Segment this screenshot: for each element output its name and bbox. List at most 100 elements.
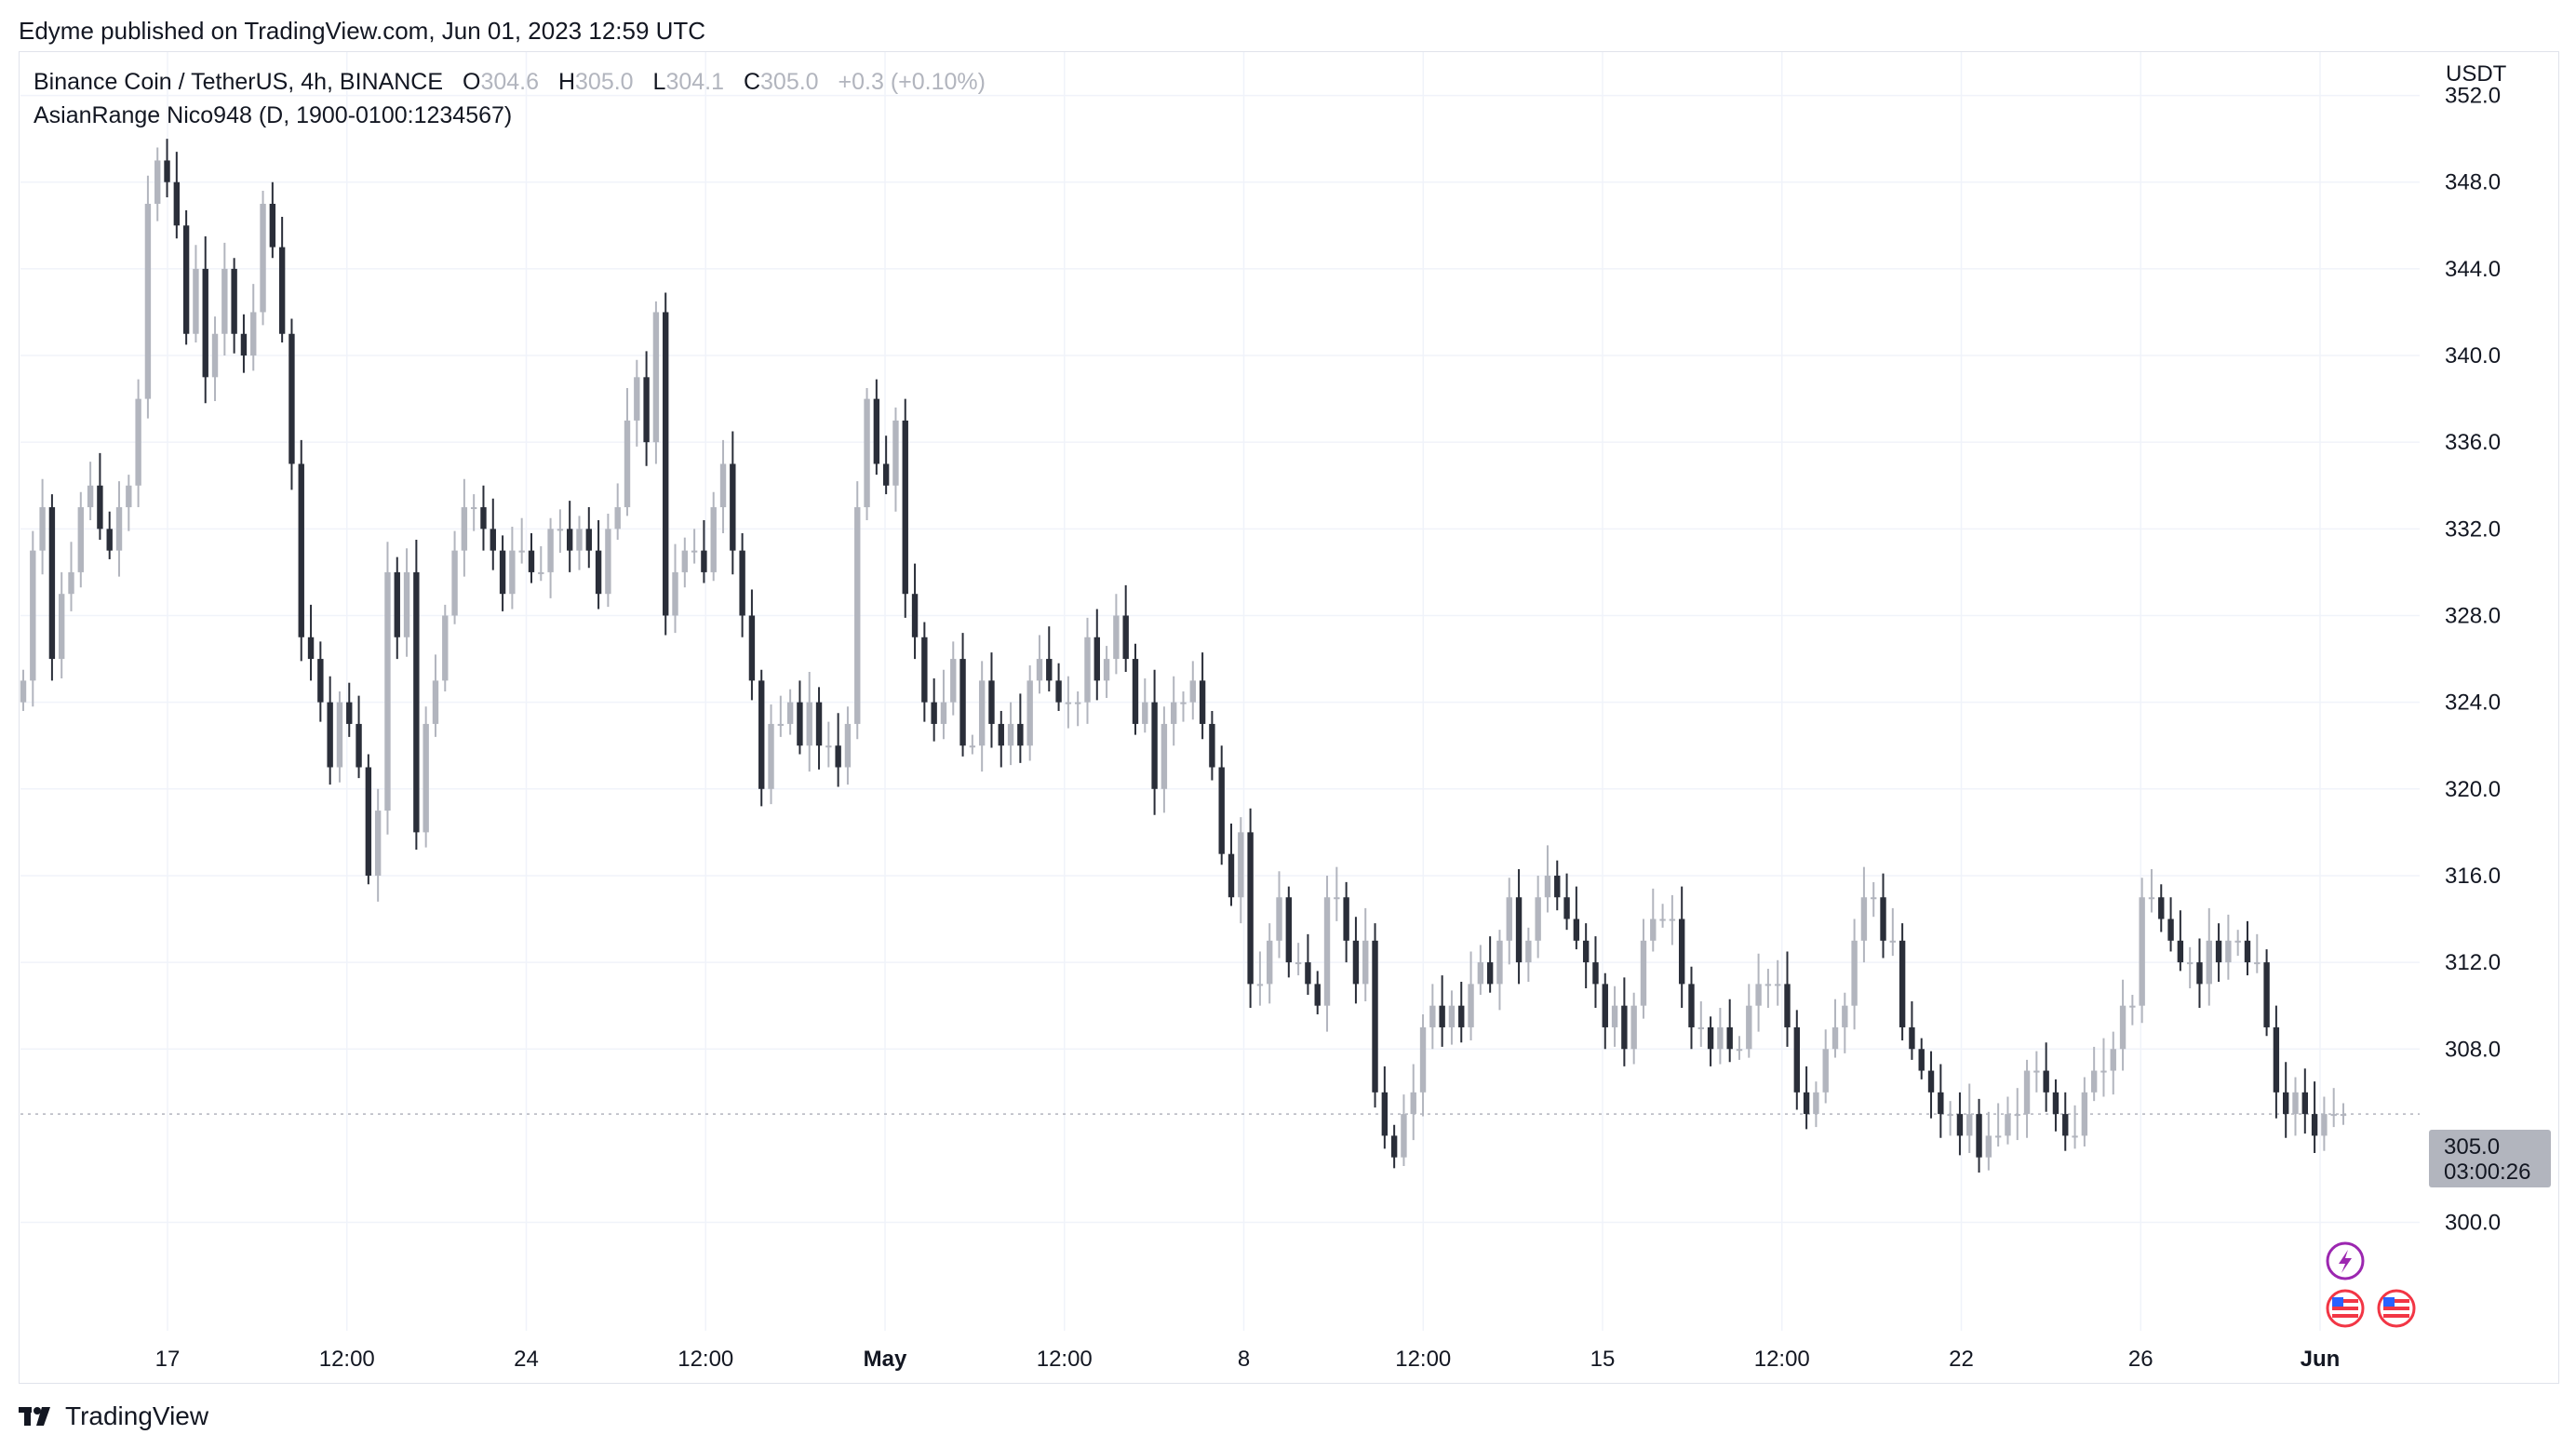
candle (988, 652, 995, 748)
candle (1563, 873, 1570, 931)
candle (825, 721, 832, 768)
candle (1602, 972, 1608, 1050)
price-tick-label: 324.0 (2445, 690, 2501, 716)
candle (777, 695, 785, 737)
chart-frame (19, 51, 2559, 1384)
candle (1180, 691, 1187, 722)
low-value: 304.1 (665, 69, 724, 95)
candle (854, 481, 861, 740)
time-tick-label: 12:00 (678, 1347, 733, 1372)
candle (1247, 808, 1254, 1009)
tradingview-brand[interactable]: TradingView (19, 1401, 208, 1431)
candle (394, 556, 400, 660)
candle (2033, 1051, 2040, 1093)
candle (1199, 652, 1206, 740)
candle (758, 669, 765, 807)
close-label: C (743, 69, 761, 95)
candle (193, 245, 199, 343)
candle (1496, 930, 1503, 1011)
candle (20, 669, 27, 711)
candle (634, 359, 640, 447)
candle (451, 530, 458, 624)
candle (614, 483, 621, 540)
candle (730, 431, 736, 575)
candle (1717, 1008, 1724, 1065)
candle (1017, 693, 1024, 763)
candle (250, 284, 257, 371)
candle (835, 713, 841, 787)
symbol-legend[interactable]: Binance Coin / TetherUS, 4h, BINANCE O30… (34, 69, 986, 96)
candle (2234, 930, 2241, 957)
candle (576, 516, 583, 570)
candle (2254, 933, 2261, 973)
candle (470, 494, 477, 531)
indicator-legend[interactable]: AsianRange Nico948 (D, 1900-0100:1234567… (34, 102, 513, 128)
price-tick-label: 316.0 (2445, 864, 2501, 889)
time-tick-label: 12:00 (319, 1347, 375, 1372)
candles (20, 139, 2347, 1173)
candle (710, 491, 717, 582)
us-flag-event-icon-2[interactable] (2377, 1289, 2416, 1328)
candle (2148, 868, 2155, 913)
candle (1468, 951, 1474, 1040)
us-flag-event-icon-1[interactable] (2326, 1289, 2365, 1328)
candle (307, 604, 315, 681)
candle (701, 520, 707, 583)
candle (1650, 888, 1657, 952)
candle (1554, 860, 1561, 911)
candle (1909, 1001, 1915, 1060)
candle (1889, 907, 1897, 957)
open-value: 304.6 (480, 69, 539, 95)
candle (1764, 969, 1772, 1009)
candle (2311, 1081, 2318, 1154)
candle (2023, 1059, 2031, 1138)
candle (1410, 1064, 1416, 1141)
candle (1582, 923, 1590, 989)
price-tick-label: 352.0 (2445, 84, 2501, 109)
candle (288, 318, 295, 490)
candle (413, 539, 420, 851)
published-caption: Edyme published on TradingView.com, Jun … (19, 17, 706, 45)
candle (346, 682, 353, 737)
candle (605, 514, 611, 608)
candle (1803, 1066, 1810, 1130)
candle (672, 543, 678, 634)
candle (873, 379, 880, 476)
candle (864, 387, 870, 521)
candle (1295, 943, 1302, 976)
candle (374, 788, 382, 902)
candle (1994, 1103, 2002, 1147)
price-tick-label: 348.0 (2445, 170, 2501, 195)
time-tick-label: May (864, 1347, 907, 1372)
candle (1813, 1081, 1819, 1128)
candle (1880, 873, 1886, 959)
candle (557, 509, 564, 553)
candle (2043, 1042, 2049, 1112)
candle (719, 439, 727, 533)
candle (2263, 949, 2270, 1037)
candle (1093, 609, 1100, 701)
time-tick-label: 12:00 (1037, 1347, 1093, 1372)
candle (1074, 691, 1081, 727)
candle (144, 175, 152, 419)
candle (1678, 886, 1685, 1009)
candle (1621, 977, 1628, 1066)
candle (77, 491, 85, 588)
candle (768, 704, 774, 805)
candle (2129, 995, 2136, 1026)
candle (1285, 886, 1293, 978)
candle (1938, 1064, 1944, 1138)
high-value: 305.0 (575, 69, 634, 95)
candle (173, 152, 181, 239)
candle (432, 654, 439, 737)
candle (538, 545, 544, 582)
candle (1784, 951, 1791, 1047)
candle (2186, 946, 2194, 989)
candle (1276, 871, 1282, 959)
candle (2225, 914, 2232, 980)
price-tick-label: 308.0 (2445, 1037, 2501, 1062)
candle (2081, 1077, 2088, 1147)
candle (182, 210, 190, 345)
candle (1927, 1051, 1935, 1119)
